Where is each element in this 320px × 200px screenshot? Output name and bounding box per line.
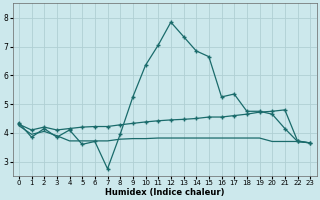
X-axis label: Humidex (Indice chaleur): Humidex (Indice chaleur) [105, 188, 224, 197]
